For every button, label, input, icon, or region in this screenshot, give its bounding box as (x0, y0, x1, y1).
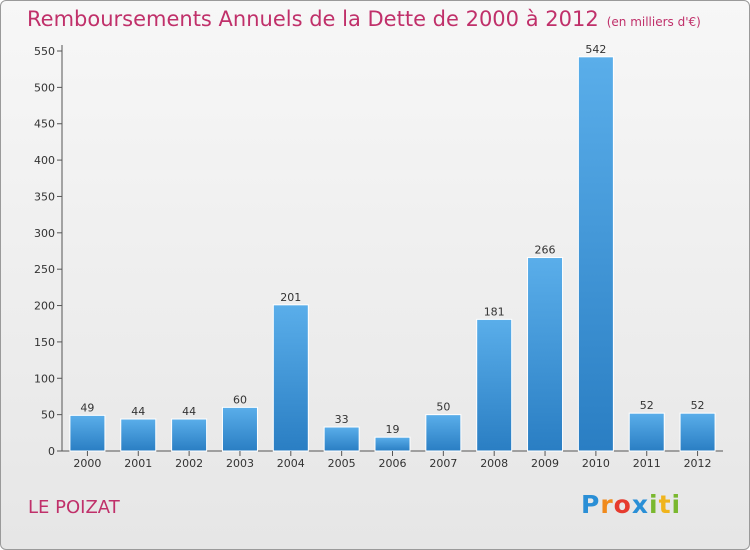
x-tick-label: 2009 (531, 457, 559, 470)
data-label: 33 (335, 413, 349, 426)
x-tick-label: 2000 (73, 457, 101, 470)
chart-title: Remboursements Annuels de la Dette de 20… (27, 7, 701, 31)
data-label: 542 (585, 43, 606, 56)
bar (425, 414, 462, 452)
y-tick-label: 500 (34, 81, 55, 94)
y-tick-label: 300 (34, 227, 55, 240)
bar (679, 412, 716, 452)
x-tick-label: 2005 (328, 457, 356, 470)
data-label: 44 (131, 405, 145, 418)
y-tick-label: 100 (34, 372, 55, 385)
x-tick-label: 2007 (429, 457, 457, 470)
data-label: 52 (640, 399, 654, 412)
data-label: 181 (484, 305, 505, 318)
chart-subtitle: (en milliers d'€) (606, 15, 701, 29)
bar (221, 406, 258, 452)
x-tick-label: 2008 (480, 457, 508, 470)
x-tick-label: 2004 (277, 457, 305, 470)
data-label: 44 (182, 405, 196, 418)
y-tick-label: 200 (34, 300, 55, 313)
y-tick-label: 350 (34, 190, 55, 203)
bar (120, 418, 157, 452)
bar (374, 436, 411, 452)
title-text: Remboursements Annuels de la Dette de 20… (27, 7, 599, 31)
logo-letter: o (613, 490, 632, 519)
bar (272, 304, 309, 452)
x-tick-label: 2010 (582, 457, 610, 470)
data-label: 49 (80, 401, 94, 414)
logo-letter: P (581, 490, 601, 519)
data-label: 19 (386, 423, 400, 436)
data-label: 266 (535, 244, 556, 257)
bar (69, 414, 106, 452)
x-tick-label: 2003 (226, 457, 254, 470)
data-label: 50 (436, 401, 450, 414)
logo-letter: i (649, 490, 659, 519)
y-tick-label: 400 (34, 154, 55, 167)
y-tick-label: 50 (41, 409, 55, 422)
x-tick-label: 2011 (633, 457, 661, 470)
bar (476, 318, 513, 452)
logo-letter: i (671, 490, 682, 519)
logo-letter: x (631, 490, 649, 519)
x-tick-label: 2002 (175, 457, 203, 470)
y-tick-label: 150 (34, 336, 55, 349)
y-tick-label: 450 (34, 118, 55, 131)
x-tick-label: 2001 (124, 457, 152, 470)
data-label: 201 (280, 291, 301, 304)
proxiti-logo: Proxiti (581, 490, 681, 519)
bar (628, 412, 665, 452)
y-tick-label: 550 (34, 45, 55, 58)
y-tick-label: 0 (48, 445, 55, 458)
logo-letter: t (658, 490, 672, 519)
bar (171, 418, 208, 452)
y-tick-label: 250 (34, 263, 55, 276)
bar (323, 426, 360, 452)
bar (527, 257, 564, 452)
place-name: LE POIZAT (28, 497, 120, 518)
bar (577, 56, 614, 452)
data-label: 52 (691, 399, 705, 412)
data-label: 60 (233, 393, 247, 406)
x-tick-label: 2012 (684, 457, 712, 470)
logo-letter: r (600, 490, 614, 519)
x-tick-label: 2006 (379, 457, 407, 470)
